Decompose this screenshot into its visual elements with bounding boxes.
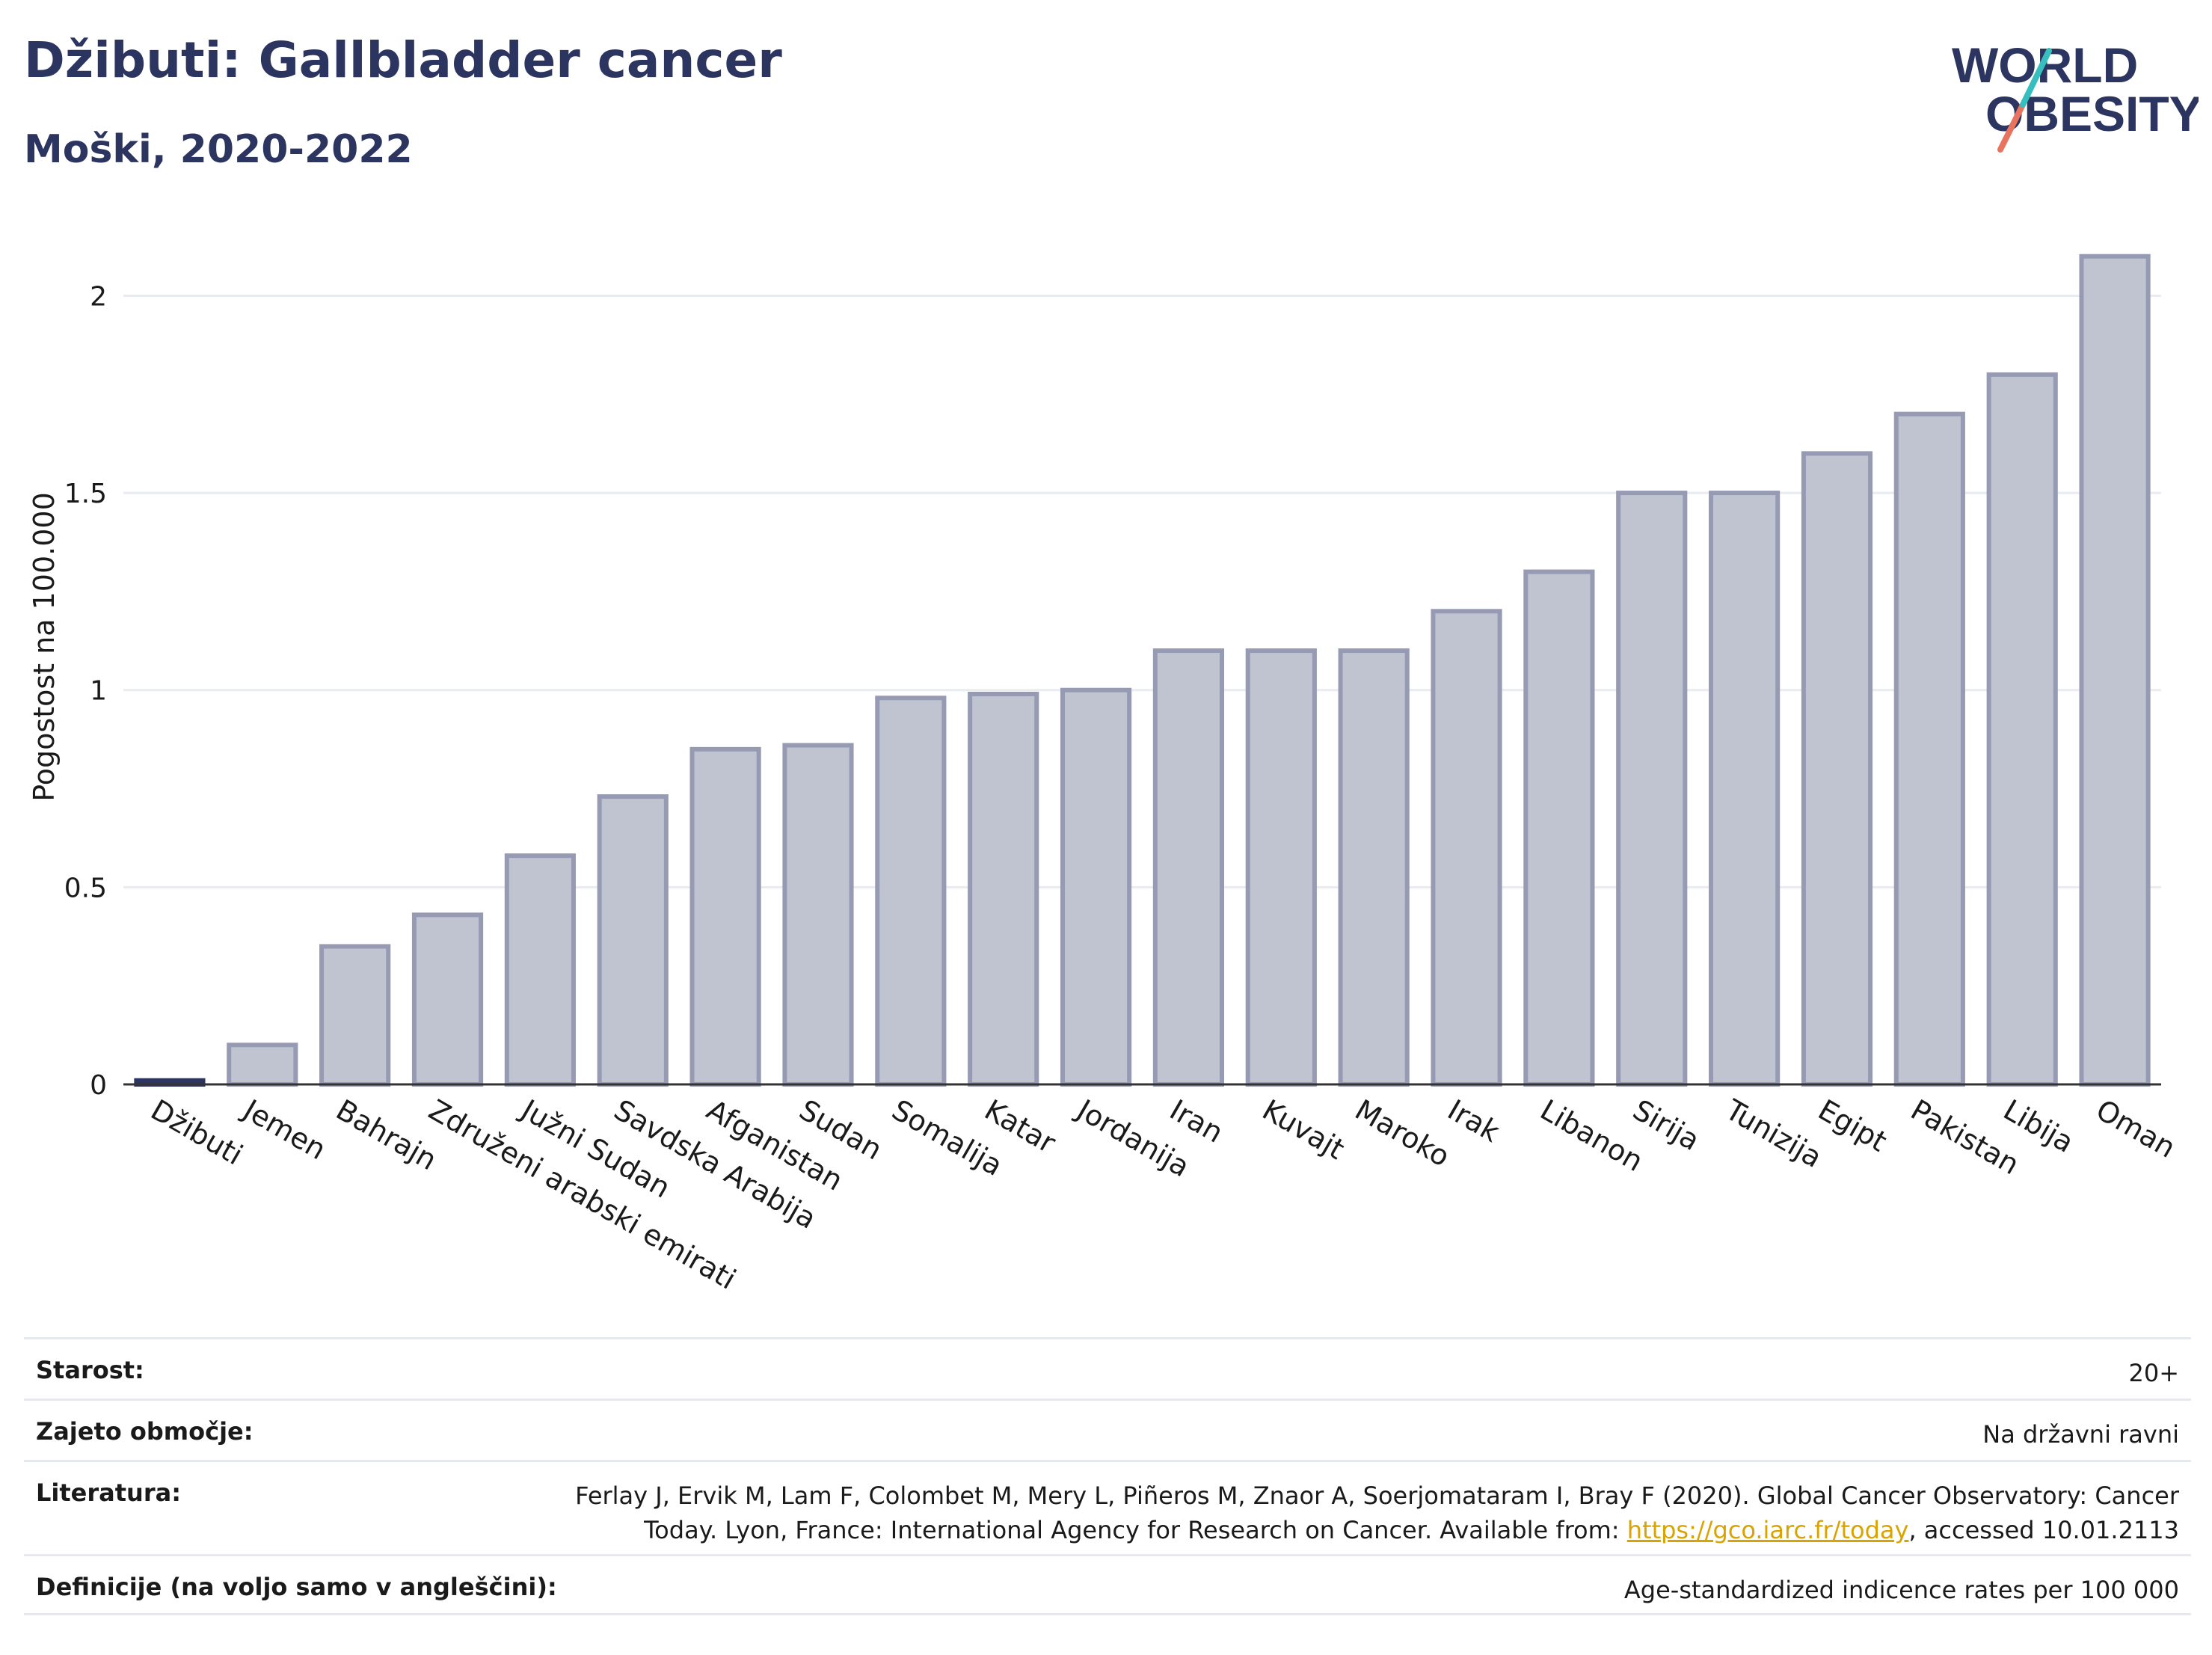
bar — [875, 696, 947, 1087]
y-tick-label: 1.5 — [64, 479, 107, 509]
bar — [689, 746, 761, 1087]
bar — [1152, 648, 1225, 1087]
x-tick-label: Jemen — [237, 1093, 332, 1167]
bar — [1986, 372, 2058, 1087]
bar — [1709, 491, 1781, 1087]
area-value: Na državni ravni — [1982, 1420, 2179, 1449]
bar — [1245, 648, 1317, 1087]
y-axis-label: Pogostost na 100.000 — [28, 492, 61, 802]
bar — [411, 912, 484, 1087]
metadata-table: Starost: 20+ Zajeto območje: Na državni … — [24, 1337, 2191, 1615]
bar — [1338, 648, 1410, 1087]
y-tick-label: 0.5 — [64, 873, 107, 903]
page-subtitle: Moški, 2020-2022 — [24, 127, 413, 172]
bar — [227, 1043, 298, 1087]
bar — [1893, 411, 1965, 1087]
meta-row-area: Zajeto območje: Na državni ravni — [24, 1398, 2191, 1460]
bar — [319, 944, 391, 1087]
world-obesity-logo: WORLD OBESITY — [1952, 37, 2199, 153]
meta-row-definitions: Definicije (na voljo samo v angleščini):… — [24, 1554, 2191, 1615]
x-tick-label: Kuvajt — [1257, 1093, 1350, 1166]
bar — [1801, 451, 1873, 1087]
definitions-label: Definicije (na voljo samo v angleščini): — [36, 1573, 557, 1601]
bar — [597, 794, 669, 1087]
y-tick-label: 2 — [90, 281, 107, 312]
bar — [2079, 254, 2151, 1087]
reference-link[interactable]: https://gco.iarc.fr/today — [1626, 1516, 1909, 1544]
definitions-value: Age-standardized indicence rates per 100… — [1623, 1576, 2179, 1604]
age-label: Starost: — [36, 1356, 144, 1384]
page-title: Džibuti: Gallbladder cancer — [24, 31, 782, 89]
x-tick-label: Bahrajn — [331, 1093, 442, 1177]
bar — [1616, 491, 1688, 1087]
reference-label: Literatura: — [36, 1479, 181, 1507]
y-tick-label: 1 — [90, 676, 107, 707]
meta-row-reference: Literatura: Ferlay J, Ervik M, Lam F, Co… — [24, 1460, 2191, 1554]
x-tick-label: Džibuti — [145, 1093, 248, 1172]
bar — [1523, 569, 1595, 1087]
meta-row-age: Starost: 20+ — [24, 1337, 2191, 1398]
y-tick-label: 0 — [90, 1070, 107, 1101]
reference-value: Ferlay J, Ervik M, Lam F, Colombet M, Me… — [575, 1479, 2179, 1547]
bars — [134, 254, 2151, 1087]
x-tick-label: Tunizija — [1719, 1093, 1828, 1174]
x-tick-label: Irak — [1443, 1093, 1505, 1149]
x-tick-label: Maroko — [1350, 1093, 1456, 1173]
bar — [968, 692, 1039, 1087]
bar — [1060, 687, 1132, 1087]
reference-line-2-end: , accessed 10.01.2113 — [1908, 1516, 2179, 1544]
area-label: Zajeto območje: — [36, 1417, 254, 1446]
x-tick-label: Libanon — [1534, 1093, 1648, 1178]
reference-line-1: Ferlay J, Ervik M, Lam F, Colombet M, Me… — [575, 1481, 2179, 1510]
bar — [782, 743, 854, 1087]
age-value: 20+ — [2128, 1359, 2179, 1387]
reference-line-2-start: Today. Lyon, France: International Agenc… — [644, 1516, 1627, 1544]
bar — [1431, 609, 1502, 1087]
x-tick-label: Oman — [2091, 1093, 2181, 1164]
x-tick-label: Iran — [1164, 1093, 1229, 1149]
bar — [504, 853, 576, 1087]
